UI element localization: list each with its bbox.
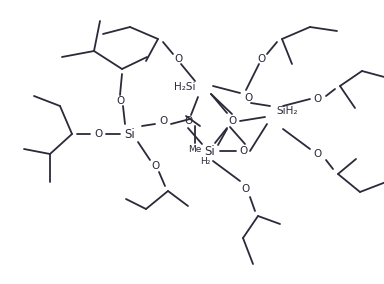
Text: O: O (116, 96, 124, 106)
Text: O: O (184, 116, 192, 126)
Text: O: O (241, 184, 249, 194)
Text: SiH₂: SiH₂ (276, 106, 298, 116)
Text: O: O (258, 54, 266, 64)
Text: O: O (314, 94, 322, 104)
Text: Me: Me (188, 145, 202, 153)
Text: O: O (314, 149, 322, 159)
Text: O: O (228, 116, 236, 126)
Text: H₂: H₂ (200, 156, 210, 166)
Text: H₂Si: H₂Si (174, 82, 196, 92)
Text: O: O (174, 54, 182, 64)
Text: Si: Si (205, 145, 215, 158)
Text: O: O (244, 93, 252, 103)
Text: O: O (159, 116, 167, 126)
Text: O: O (94, 129, 102, 139)
Text: O: O (239, 146, 247, 156)
Text: O: O (151, 161, 159, 171)
Text: Si: Si (125, 128, 136, 141)
